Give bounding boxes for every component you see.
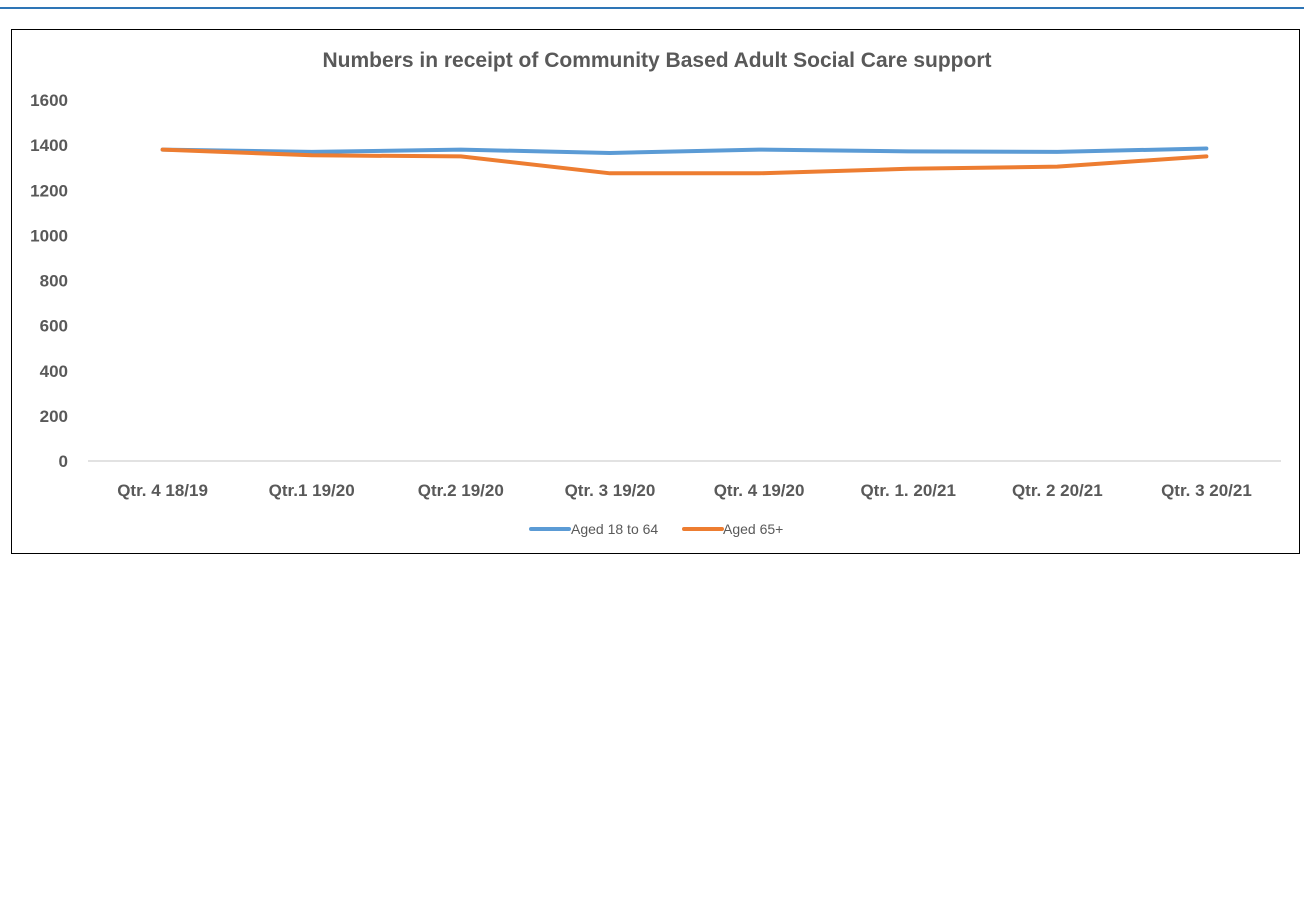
y-tick-label: 1200 xyxy=(30,181,68,200)
x-tick-label: Qtr. 1. 20/21 xyxy=(860,481,955,500)
data-point xyxy=(1055,150,1059,154)
y-tick-label: 800 xyxy=(40,272,68,291)
legend-label: Aged 18 to 64 xyxy=(571,521,658,537)
chart-title: Numbers in receipt of Community Based Ad… xyxy=(323,49,992,72)
x-tick-label: Qtr. 3 20/21 xyxy=(1161,481,1252,500)
chart-frame xyxy=(11,29,1300,554)
data-point xyxy=(310,153,314,157)
data-point xyxy=(1204,154,1208,158)
x-tick-label: Qtr. 4 18/19 xyxy=(117,481,208,500)
top-rule xyxy=(0,7,1304,9)
x-tick-label: Qtr. 2 20/21 xyxy=(1012,481,1103,500)
data-point xyxy=(608,151,612,155)
y-tick-label: 200 xyxy=(40,407,68,426)
legend-label: Aged 65+ xyxy=(723,521,783,537)
y-tick-label: 400 xyxy=(40,362,68,381)
series-line-aged-65-plus xyxy=(160,147,1209,176)
y-tick-label: 600 xyxy=(40,317,68,336)
x-tick-label: Qtr.1 19/20 xyxy=(269,481,355,500)
series-lines xyxy=(160,146,1209,176)
data-point xyxy=(906,149,910,153)
y-tick-label: 1000 xyxy=(30,226,68,245)
y-axis: 0 200 400 600 800 1000 1200 1400 1600 xyxy=(30,91,68,471)
data-point xyxy=(1055,165,1059,169)
data-point xyxy=(459,154,463,158)
data-point xyxy=(161,148,165,152)
legend: Aged 18 to 64 Aged 65+ xyxy=(529,521,783,537)
x-tick-label: Qtr. 4 19/20 xyxy=(714,481,805,500)
y-tick-label: 1600 xyxy=(30,91,68,110)
x-tick-label: Qtr.2 19/20 xyxy=(418,481,504,500)
data-point xyxy=(906,167,910,171)
data-point xyxy=(459,148,463,152)
x-axis: Qtr. 4 18/19 Qtr.1 19/20 Qtr.2 19/20 Qtr. 3… xyxy=(117,481,1252,500)
x-tick-label: Qtr. 3 19/20 xyxy=(565,481,656,500)
series-line-aged-18-to-64 xyxy=(160,146,1209,155)
data-point xyxy=(757,171,761,175)
data-point xyxy=(757,148,761,152)
y-tick-label: 1400 xyxy=(30,136,68,155)
data-point xyxy=(1204,147,1208,151)
data-point xyxy=(608,171,612,175)
y-tick-label: 0 xyxy=(59,452,68,471)
